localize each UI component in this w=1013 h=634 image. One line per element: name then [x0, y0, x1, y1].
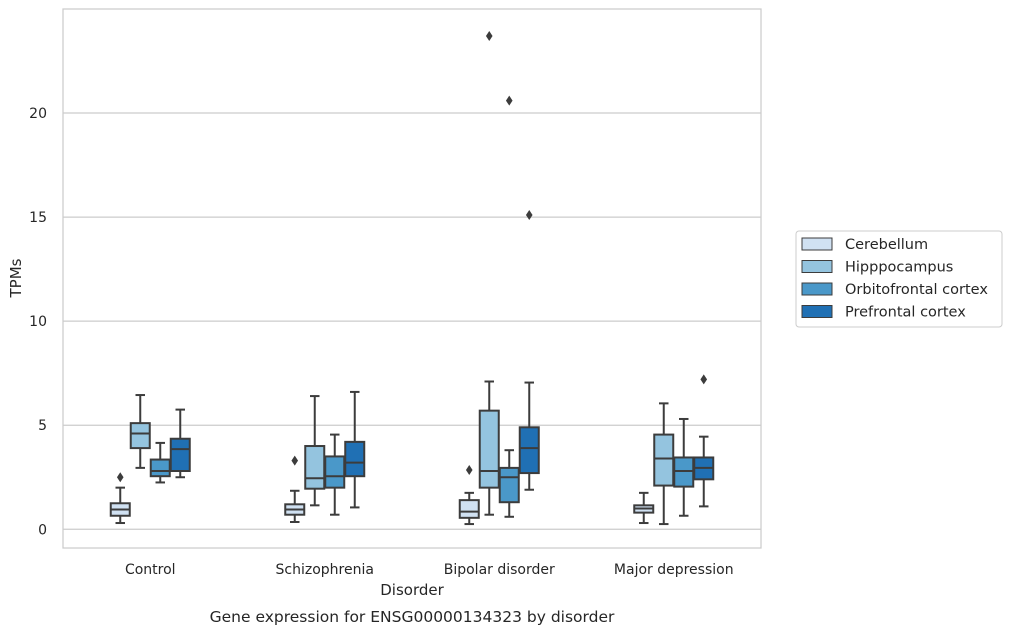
- legend-swatch: [801, 237, 833, 251]
- y-tick-label: 0: [38, 522, 47, 538]
- box-series: [109, 31, 715, 526]
- plot-area-frame: [62, 8, 762, 549]
- y-tick-label: 5: [38, 418, 47, 434]
- x-tick-labels: Control Schizophrenia Bipolar disorder Majo…: [125, 562, 734, 578]
- legend-label: Hipppocampus: [845, 260, 953, 276]
- outlier-point: [116, 472, 124, 483]
- legend: Cerebellum Hipppocampus Orbitofrontal cort…: [795, 230, 1003, 328]
- chart-caption: Gene expression for ENSG00000134323 by d…: [210, 608, 615, 626]
- legend-frame: [795, 230, 1003, 328]
- outlier-point: [525, 210, 533, 221]
- box-iqr: [129, 422, 151, 450]
- box: [498, 95, 520, 518]
- box-iqr: [304, 445, 326, 490]
- box-iqr: [498, 466, 520, 504]
- box: [518, 210, 540, 491]
- legend-label: Orbitofrontal cortex: [845, 282, 988, 298]
- series-orbitofrontal-cortex: [149, 95, 695, 518]
- box: [324, 433, 346, 516]
- outlier-point: [505, 95, 513, 106]
- x-tick-label: Control: [125, 562, 176, 578]
- box: [458, 464, 480, 526]
- box: [169, 408, 191, 479]
- box-iqr: [344, 440, 366, 478]
- y-axis-label: TPMs: [7, 258, 25, 298]
- series-cerebellum: [109, 455, 655, 526]
- legend-item: Cerebellum: [801, 237, 928, 253]
- box: [693, 374, 715, 508]
- box-iqr: [149, 458, 171, 478]
- legend-items: Cerebellum Hipppocampus Orbitofrontal cort…: [801, 237, 988, 321]
- box-iqr: [458, 499, 480, 519]
- legend-item: Orbitofrontal cortex: [801, 282, 988, 298]
- y-tick-label: 20: [29, 106, 47, 122]
- box-iqr: [653, 433, 675, 487]
- box: [633, 491, 655, 525]
- legend-item: Prefrontal cortex: [801, 305, 966, 321]
- box-iqr: [673, 456, 695, 488]
- outlier-point: [485, 31, 493, 42]
- outlier-point: [291, 455, 299, 466]
- x-tick-label: Bipolar disorder: [444, 562, 555, 578]
- box: [149, 441, 171, 484]
- box-iqr: [518, 426, 540, 475]
- y-tick-label: 15: [29, 210, 47, 226]
- legend-label: Prefrontal cortex: [845, 305, 966, 321]
- legend-swatch: [801, 260, 833, 273]
- box: [344, 390, 366, 509]
- box-iqr: [324, 455, 346, 489]
- box-iqr: [478, 409, 500, 489]
- legend-swatch: [801, 282, 833, 296]
- outlier-point: [700, 374, 708, 385]
- y-tick-label: 10: [29, 314, 47, 330]
- box: [129, 394, 151, 469]
- box-iqr: [169, 437, 191, 473]
- outlier-point: [465, 464, 473, 475]
- x-axis-label: Disorder: [380, 581, 444, 599]
- box: [304, 395, 326, 507]
- box: [653, 402, 675, 526]
- box: [673, 417, 695, 517]
- x-tick-label: Schizophrenia: [276, 562, 374, 578]
- box: [109, 472, 131, 525]
- series-prefrontal-cortex: [169, 210, 715, 509]
- legend-item: Hipppocampus: [801, 260, 953, 276]
- box: [478, 31, 500, 516]
- legend-swatch: [801, 305, 833, 318]
- x-tick-label: Major depression: [614, 562, 734, 578]
- series-hipppocampus: [129, 31, 675, 526]
- box: [284, 455, 306, 523]
- legend-label: Cerebellum: [845, 237, 928, 253]
- y-tick-labels: 0 5 10 15 20: [29, 106, 47, 538]
